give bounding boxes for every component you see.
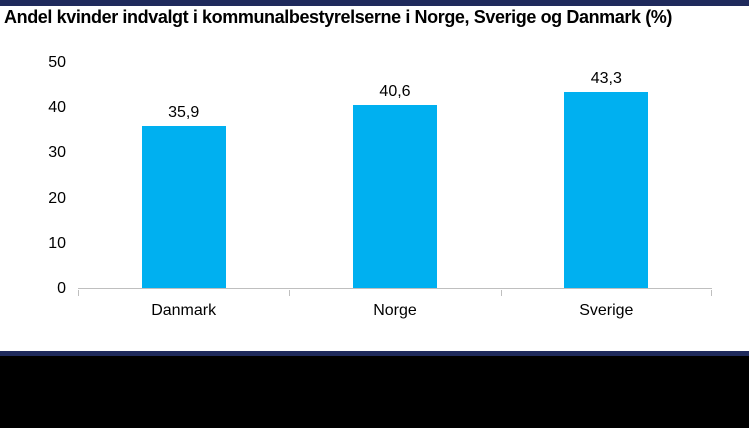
chart-title: Andel kvinder indvalgt i kommunalbestyre… <box>4 7 672 27</box>
bottom-accent-line <box>0 351 749 356</box>
bar-group: 35,9 <box>78 63 289 288</box>
bar <box>352 104 437 288</box>
x-axis-category-label: Norge <box>373 302 417 319</box>
x-axis-tick <box>501 290 502 296</box>
top-accent-bar <box>0 0 749 6</box>
y-axis-tick-label: 20 <box>48 189 66 207</box>
y-axis-tick-label: 50 <box>48 54 66 71</box>
bar <box>141 125 226 288</box>
y-axis-tick-label: 0 <box>57 280 66 297</box>
bar-group: 40,6 <box>289 63 500 288</box>
x-axis-tick <box>78 290 79 296</box>
x-axis-category-label: Sverige <box>579 302 634 319</box>
x-axis-category-label: Danmark <box>151 302 217 319</box>
bar-value-label: 43,3 <box>590 70 622 88</box>
x-axis-tick <box>711 290 712 296</box>
bar-value-label: 40,6 <box>379 82 411 100</box>
plot-area: 35,9 40,6 43,3 <box>78 63 712 289</box>
footer-bar <box>0 356 749 428</box>
bar <box>564 92 649 288</box>
y-axis-tick-label: 40 <box>48 99 66 117</box>
x-axis-tick <box>289 290 290 296</box>
y-axis-tick-label: 10 <box>48 234 66 252</box>
bar-group: 43,3 <box>501 63 712 288</box>
y-axis-tick-label: 30 <box>48 144 66 162</box>
x-axis-labels: Danmark Norge Sverige <box>78 302 712 320</box>
bar-value-label: 35,9 <box>168 103 200 121</box>
